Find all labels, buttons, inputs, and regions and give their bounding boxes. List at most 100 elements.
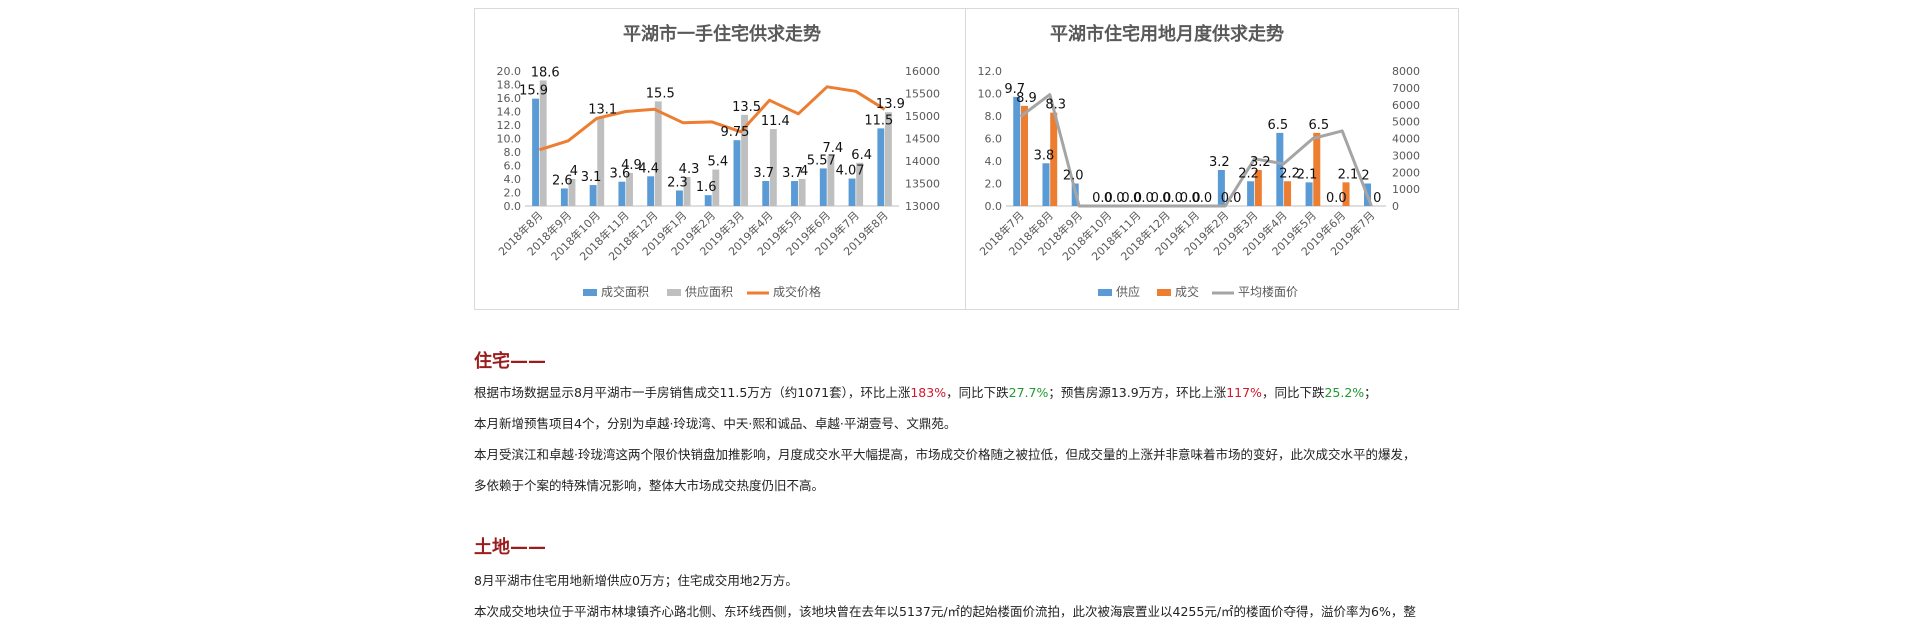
bar-a — [1217, 170, 1225, 206]
y-tick-label: 10.0 — [497, 133, 522, 146]
y-tick-label: 16.0 — [497, 92, 522, 105]
data-label: 0.0 — [1151, 191, 1172, 206]
data-label: 0.0 — [1221, 191, 1242, 206]
bar-b — [1284, 181, 1292, 206]
data-label: 13.1 — [588, 103, 617, 118]
data-label: 2.2 — [1279, 166, 1300, 181]
data-label: 15.5 — [646, 86, 675, 101]
housing-chart-svg: 平湖市一手住宅供求走势0.02.04.06.08.010.012.014.016… — [495, 23, 940, 299]
data-label: 6.5 — [1308, 118, 1329, 133]
bar-a — [560, 188, 568, 206]
data-label: 0.0 — [1192, 191, 1213, 206]
bar-a — [1247, 181, 1255, 206]
y2-tick-label: 1000 — [1392, 183, 1420, 196]
bar-b — [712, 169, 720, 206]
legend-swatch — [667, 289, 681, 296]
data-label: 0.0 — [1104, 191, 1125, 206]
bar-a — [1276, 132, 1284, 206]
land-section-title: 土地—— — [474, 537, 546, 558]
percent-green: 25.2% — [1324, 385, 1365, 400]
bar-b — [827, 156, 835, 206]
y2-tick-label: 7000 — [1392, 82, 1420, 95]
bar-b — [597, 117, 605, 206]
bar-b — [1342, 182, 1350, 206]
bar-a — [589, 185, 597, 206]
data-label: 8.3 — [1045, 98, 1066, 113]
data-label: 0.0 — [1326, 191, 1347, 206]
bar-b — [626, 172, 633, 206]
bar-a — [704, 195, 712, 206]
bar-b — [1254, 170, 1262, 206]
bar-a — [762, 181, 770, 206]
data-label: 0.0 — [1092, 191, 1113, 206]
line-series — [1019, 93, 1373, 208]
legend-label: 成交 — [1175, 284, 1199, 299]
y-tick-label: 12.0 — [497, 119, 522, 132]
legend-label: 成交价格 — [773, 284, 821, 299]
data-label: 4 — [800, 164, 808, 179]
y2-tick-label: 16000 — [905, 65, 940, 78]
legend-swatch — [1098, 289, 1112, 296]
housing-paragraph-3: 本月受滨江和卓越·玲珑湾这两个限价快销盘加推影响，月度成交水平大幅提高，市场成交… — [474, 447, 1416, 462]
bar-b — [1313, 132, 1321, 206]
housing-paragraph-4: 多依赖于个案的特殊情况影响，整体大市场成交热度仍旧不高。 — [474, 478, 825, 493]
legend-label: 供应 — [1116, 284, 1140, 299]
y-tick-label: 0.0 — [985, 200, 1003, 213]
bar-a — [877, 128, 885, 206]
housing-supply-demand-chart: 平湖市一手住宅供求走势 0.0 2.0 4.0 6.0 8.0 10.0 12.0 14.0 16… — [474, 8, 968, 310]
data-label: 0.0 — [1121, 191, 1142, 206]
y2-tick-label: 15000 — [905, 110, 940, 123]
data-label: 13.5 — [732, 100, 761, 115]
percent-red: 117% — [1226, 385, 1262, 400]
bar-a — [1013, 96, 1021, 206]
y-tick-label: 18.0 — [497, 79, 522, 92]
legend-label: 供应面积 — [685, 284, 733, 299]
y2-tick-label: 13500 — [905, 178, 940, 191]
bar-a — [532, 98, 540, 206]
y-tick-label: 2.0 — [985, 178, 1003, 191]
data-label: 4.9 — [621, 158, 642, 173]
data-label: 3.7 — [753, 166, 774, 181]
bar-b — [539, 80, 547, 206]
bar-b — [856, 162, 864, 206]
y-tick-label: 14.0 — [497, 106, 522, 119]
y2-tick-label: 4000 — [1392, 133, 1420, 146]
bar-b — [741, 114, 749, 206]
data-label: 11.4 — [761, 114, 790, 129]
data-label: 9.7 — [1004, 82, 1025, 97]
bar-a — [819, 168, 827, 206]
data-label: 2.6 — [552, 173, 573, 188]
data-label: 15.9 — [519, 84, 548, 99]
data-label: 3.6 — [610, 167, 631, 182]
y-tick-label: 12.0 — [978, 65, 1003, 78]
y2-tick-label: 13000 — [905, 200, 940, 213]
y-tick-label: 10.0 — [978, 88, 1003, 101]
bar-a — [733, 140, 741, 206]
land-chart-svg: 平湖市住宅用地月度供求走势 0.0 2.0 4.0 6.0 8.0 10.0 12.0 0 100… — [977, 23, 1420, 299]
data-label: 3.8 — [1034, 148, 1055, 163]
y-tick-label: 8.0 — [504, 146, 522, 159]
data-label: 7.4 — [823, 141, 844, 156]
bar-b — [654, 101, 662, 206]
data-label: 0.0 — [1133, 191, 1154, 206]
data-label: 3.1 — [581, 170, 602, 185]
y-tick-label: 6.0 — [504, 160, 522, 173]
data-label: 4.07 — [836, 164, 865, 179]
housing-paragraph-1: 根据市场数据显示8月平湖市一手房销售成交11.5万方（约1071套），环比上涨1… — [474, 382, 1464, 401]
housing-paragraph-2: 本月新增预售项目4个，分别为卓越·玲珑湾、中天·熙和诚品、卓越·平湖壹号、文鼎苑… — [474, 416, 957, 431]
data-label: 0 — [1373, 191, 1381, 206]
chart-title: 平湖市住宅用地月度供求走势 — [1050, 23, 1284, 45]
bar-b — [568, 179, 576, 206]
data-label: 4.4 — [638, 161, 659, 176]
data-label: 1.6 — [696, 180, 717, 195]
y2-tick-label: 3000 — [1392, 149, 1420, 162]
y-tick-label: 0.0 — [504, 200, 522, 213]
land-paragraph-1: 8月平湖市住宅用地新增供应0万方；住宅成交用地2万方。 — [474, 573, 798, 588]
y2-tick-label: 5000 — [1392, 116, 1420, 129]
data-label: 5.4 — [707, 155, 728, 170]
data-label: 18.6 — [531, 65, 560, 80]
bar-a — [618, 181, 626, 206]
data-label: 0.0 — [1162, 191, 1183, 206]
text-segment: ，同比下跌 — [1261, 385, 1325, 400]
data-label: 2.1 — [1338, 167, 1359, 182]
